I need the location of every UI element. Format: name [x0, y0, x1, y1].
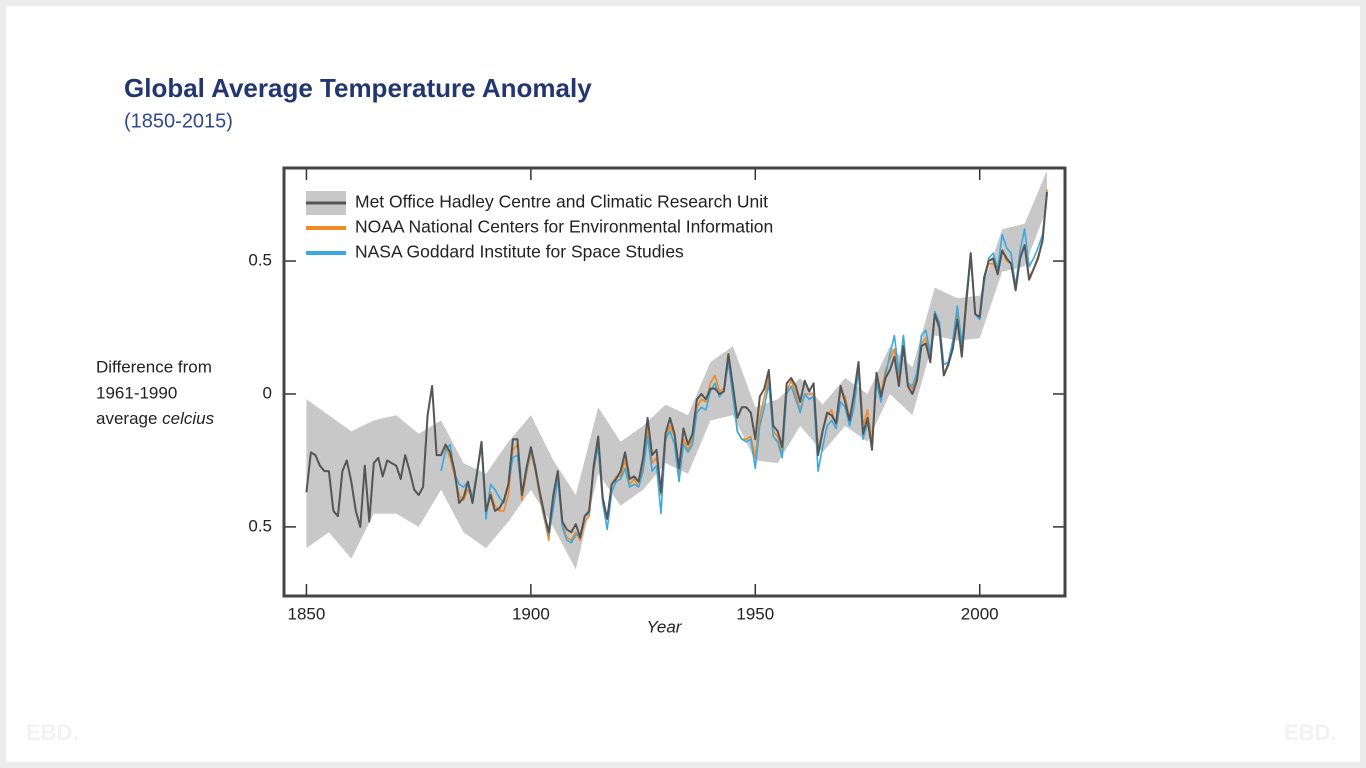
y-axis-label: average [96, 409, 157, 428]
series-line [305, 191, 1048, 539]
watermark: EBD. [26, 720, 79, 745]
x-tick-label: 1850 [288, 604, 326, 623]
y-tick-label: 0.5 [248, 251, 272, 270]
plot: 0.5 0 0.5 1850 1900 1950 2000 Met Office Hadley… [248, 166, 1067, 623]
legend-label: NASA Goddard Institute for Space Studies [355, 242, 684, 262]
y-axis-label: Difference from [96, 357, 212, 376]
x-tick-label: 2000 [961, 604, 999, 623]
x-tick-label: 1900 [512, 604, 550, 623]
x-tick-label: 1950 [736, 604, 774, 623]
legend-label: Met Office Hadley Centre and Climatic Re… [355, 192, 768, 212]
y-axis-label: 1961-1990 [96, 383, 177, 402]
watermark: EBD. [1284, 720, 1337, 745]
y-tick-label: 0.5 [248, 516, 272, 535]
plot-frame [282, 166, 1067, 598]
slide-title: Global Average Temperature Anomaly [124, 73, 592, 103]
slide-card [6, 6, 1360, 762]
uncertainty-band [306, 170, 1047, 570]
y-axis-label: average celcius [96, 409, 215, 428]
slide-subtitle: (1850-2015) [124, 110, 233, 132]
legend-label: NOAA National Centers for Environmental … [355, 217, 773, 237]
x-axis-label: Year [647, 617, 683, 636]
y-axis-label-emphasis: celcius [162, 409, 214, 428]
y-tick-label: 0 [263, 383, 272, 402]
